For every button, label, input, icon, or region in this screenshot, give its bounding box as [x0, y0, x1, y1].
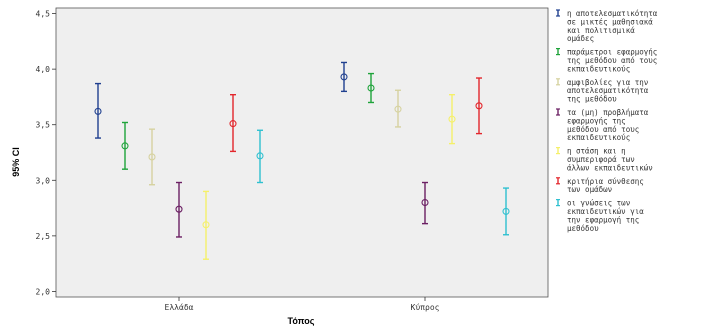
x-axis-title: Τόπος: [288, 316, 315, 326]
legend-label-line: αμφιβολίες για την: [567, 78, 648, 87]
legend-item: αμφιβολίες για την αποτελεσματικότητα της …: [556, 78, 649, 104]
error-bar: [502, 187, 510, 236]
error-bar: [394, 89, 402, 128]
legend-label-line: μεθόδου από τους: [567, 125, 639, 134]
legend-label-line: τα (μη) προβλήματα: [567, 108, 649, 117]
mean-point: [256, 152, 264, 160]
error-bar: [121, 121, 129, 170]
y-tick-label: 4,5: [36, 10, 51, 19]
legend-label-line: εφαρμογής της: [567, 116, 626, 125]
error-bar: [94, 82, 102, 139]
error-bar: [148, 128, 156, 186]
mean-point: [121, 142, 129, 150]
legend-label: οι γνώσεις των εκπαιδευτικών για την εφαρμ…: [567, 199, 644, 233]
plot-area: [55, 7, 549, 298]
legend-label-line: εκπαιδευτικών για: [567, 207, 644, 216]
legend-item: οι γνώσεις των εκπαιδευτικών για την εφαρμ…: [556, 199, 644, 233]
legend-label-line: της μεθόδου από τους: [567, 56, 657, 65]
legend-label: η αποτελεσματικότητα σε μικτές μαθησιακά κ…: [567, 9, 658, 43]
legend-item: παράμετροι εφαρμογής της μεθόδου από τους…: [556, 48, 657, 74]
legend-label-line: παράμετροι εφαρμογής: [567, 48, 657, 57]
error-bar: [475, 77, 483, 135]
y-tick-label: 2,5: [36, 232, 51, 241]
mean-point: [340, 73, 348, 81]
legend-item: η αποτελεσματικότητα σε μικτές μαθησιακά κ…: [556, 9, 658, 43]
y-tick-label: 2,0: [36, 287, 51, 296]
legend-label-line: της μεθόδου: [567, 95, 617, 104]
mean-point: [502, 207, 510, 215]
x-tick-label: Ελλάδα: [165, 303, 194, 312]
mean-point: [148, 153, 156, 161]
legend-label-line: εκπαιδευτικούς: [567, 64, 630, 73]
legend-label-line: μεθόδου: [567, 224, 599, 233]
legend-label-line: εκπαιδευτικούς: [567, 133, 630, 142]
legend-label-line: και πολιτισμικά: [567, 26, 635, 35]
error-bar: [367, 72, 375, 104]
legend-item: τα (μη) προβλήματα εφαρμογής της μεθόδου α…: [556, 108, 649, 142]
legend-label: κριτήρια σύνθεσης των ομάδων: [567, 177, 644, 194]
mean-point: [175, 205, 183, 213]
mean-point: [394, 105, 402, 113]
mean-point: [448, 115, 456, 123]
mean-point: [229, 120, 237, 128]
error-bar: [421, 181, 429, 225]
legend-label: τα (μη) προβλήματα εφαρμογής της μεθόδου α…: [567, 108, 649, 142]
mean-point: [94, 107, 102, 115]
legend-label: αμφιβολίες για την αποτελεσματικότητα της …: [567, 78, 649, 104]
legend-label: η στάση και η συμπεριφορά των άλλων εκπαιδ…: [567, 147, 653, 173]
mean-point: [421, 198, 429, 207]
legend-label-line: η αποτελεσματικότητα: [567, 9, 658, 18]
legend-label-line: οι γνώσεις των: [567, 199, 630, 208]
error-bar: [202, 190, 210, 260]
chart-marks: [94, 61, 510, 260]
legend-item: η στάση και η συμπεριφορά των άλλων εκπαιδ…: [556, 147, 653, 173]
x-axis: Ελλάδα Κύπρος: [165, 297, 440, 312]
y-tick-label: 3,0: [36, 176, 51, 185]
y-axis-title: 95% CI: [11, 147, 21, 177]
legend-label: παράμετροι εφαρμογής της μεθόδου από τους…: [567, 48, 657, 74]
mean-point: [202, 221, 210, 229]
legend-label-line: άλλων εκπαιδευτικών: [567, 163, 653, 172]
legend-label-line: η στάση και η: [567, 147, 626, 156]
legend-label-line: συμπεριφορά των: [567, 155, 635, 164]
legend-label-line: την εφαρμογή της: [567, 215, 639, 224]
y-tick-label: 3,5: [36, 121, 51, 130]
legend-item: κριτήρια σύνθεσης των ομάδων: [556, 177, 644, 194]
error-bar: [256, 129, 264, 184]
legend: η αποτελεσματικότητα σε μικτές μαθησιακά κ…: [556, 9, 658, 233]
mean-point: [475, 102, 483, 110]
legend-label-line: κριτήρια σύνθεσης: [567, 177, 644, 186]
legend-label-line: των ομάδων: [567, 185, 612, 194]
legend-label-line: αποτελεσματικότητα: [567, 86, 649, 95]
y-axis: 2,0 2,5 3,0 3,5 4,0 4,5: [36, 10, 56, 296]
x-tick-label: Κύπρος: [411, 303, 440, 312]
y-tick-label: 4,0: [36, 65, 51, 74]
error-bar: [229, 93, 237, 153]
error-bar: [340, 61, 348, 93]
legend-label-line: ομάδες: [567, 34, 594, 43]
error-bar: [448, 93, 456, 145]
error-bar: [175, 181, 183, 238]
legend-label-line: σε μικτές μαθησιακά: [567, 17, 653, 26]
mean-point: [367, 84, 375, 92]
